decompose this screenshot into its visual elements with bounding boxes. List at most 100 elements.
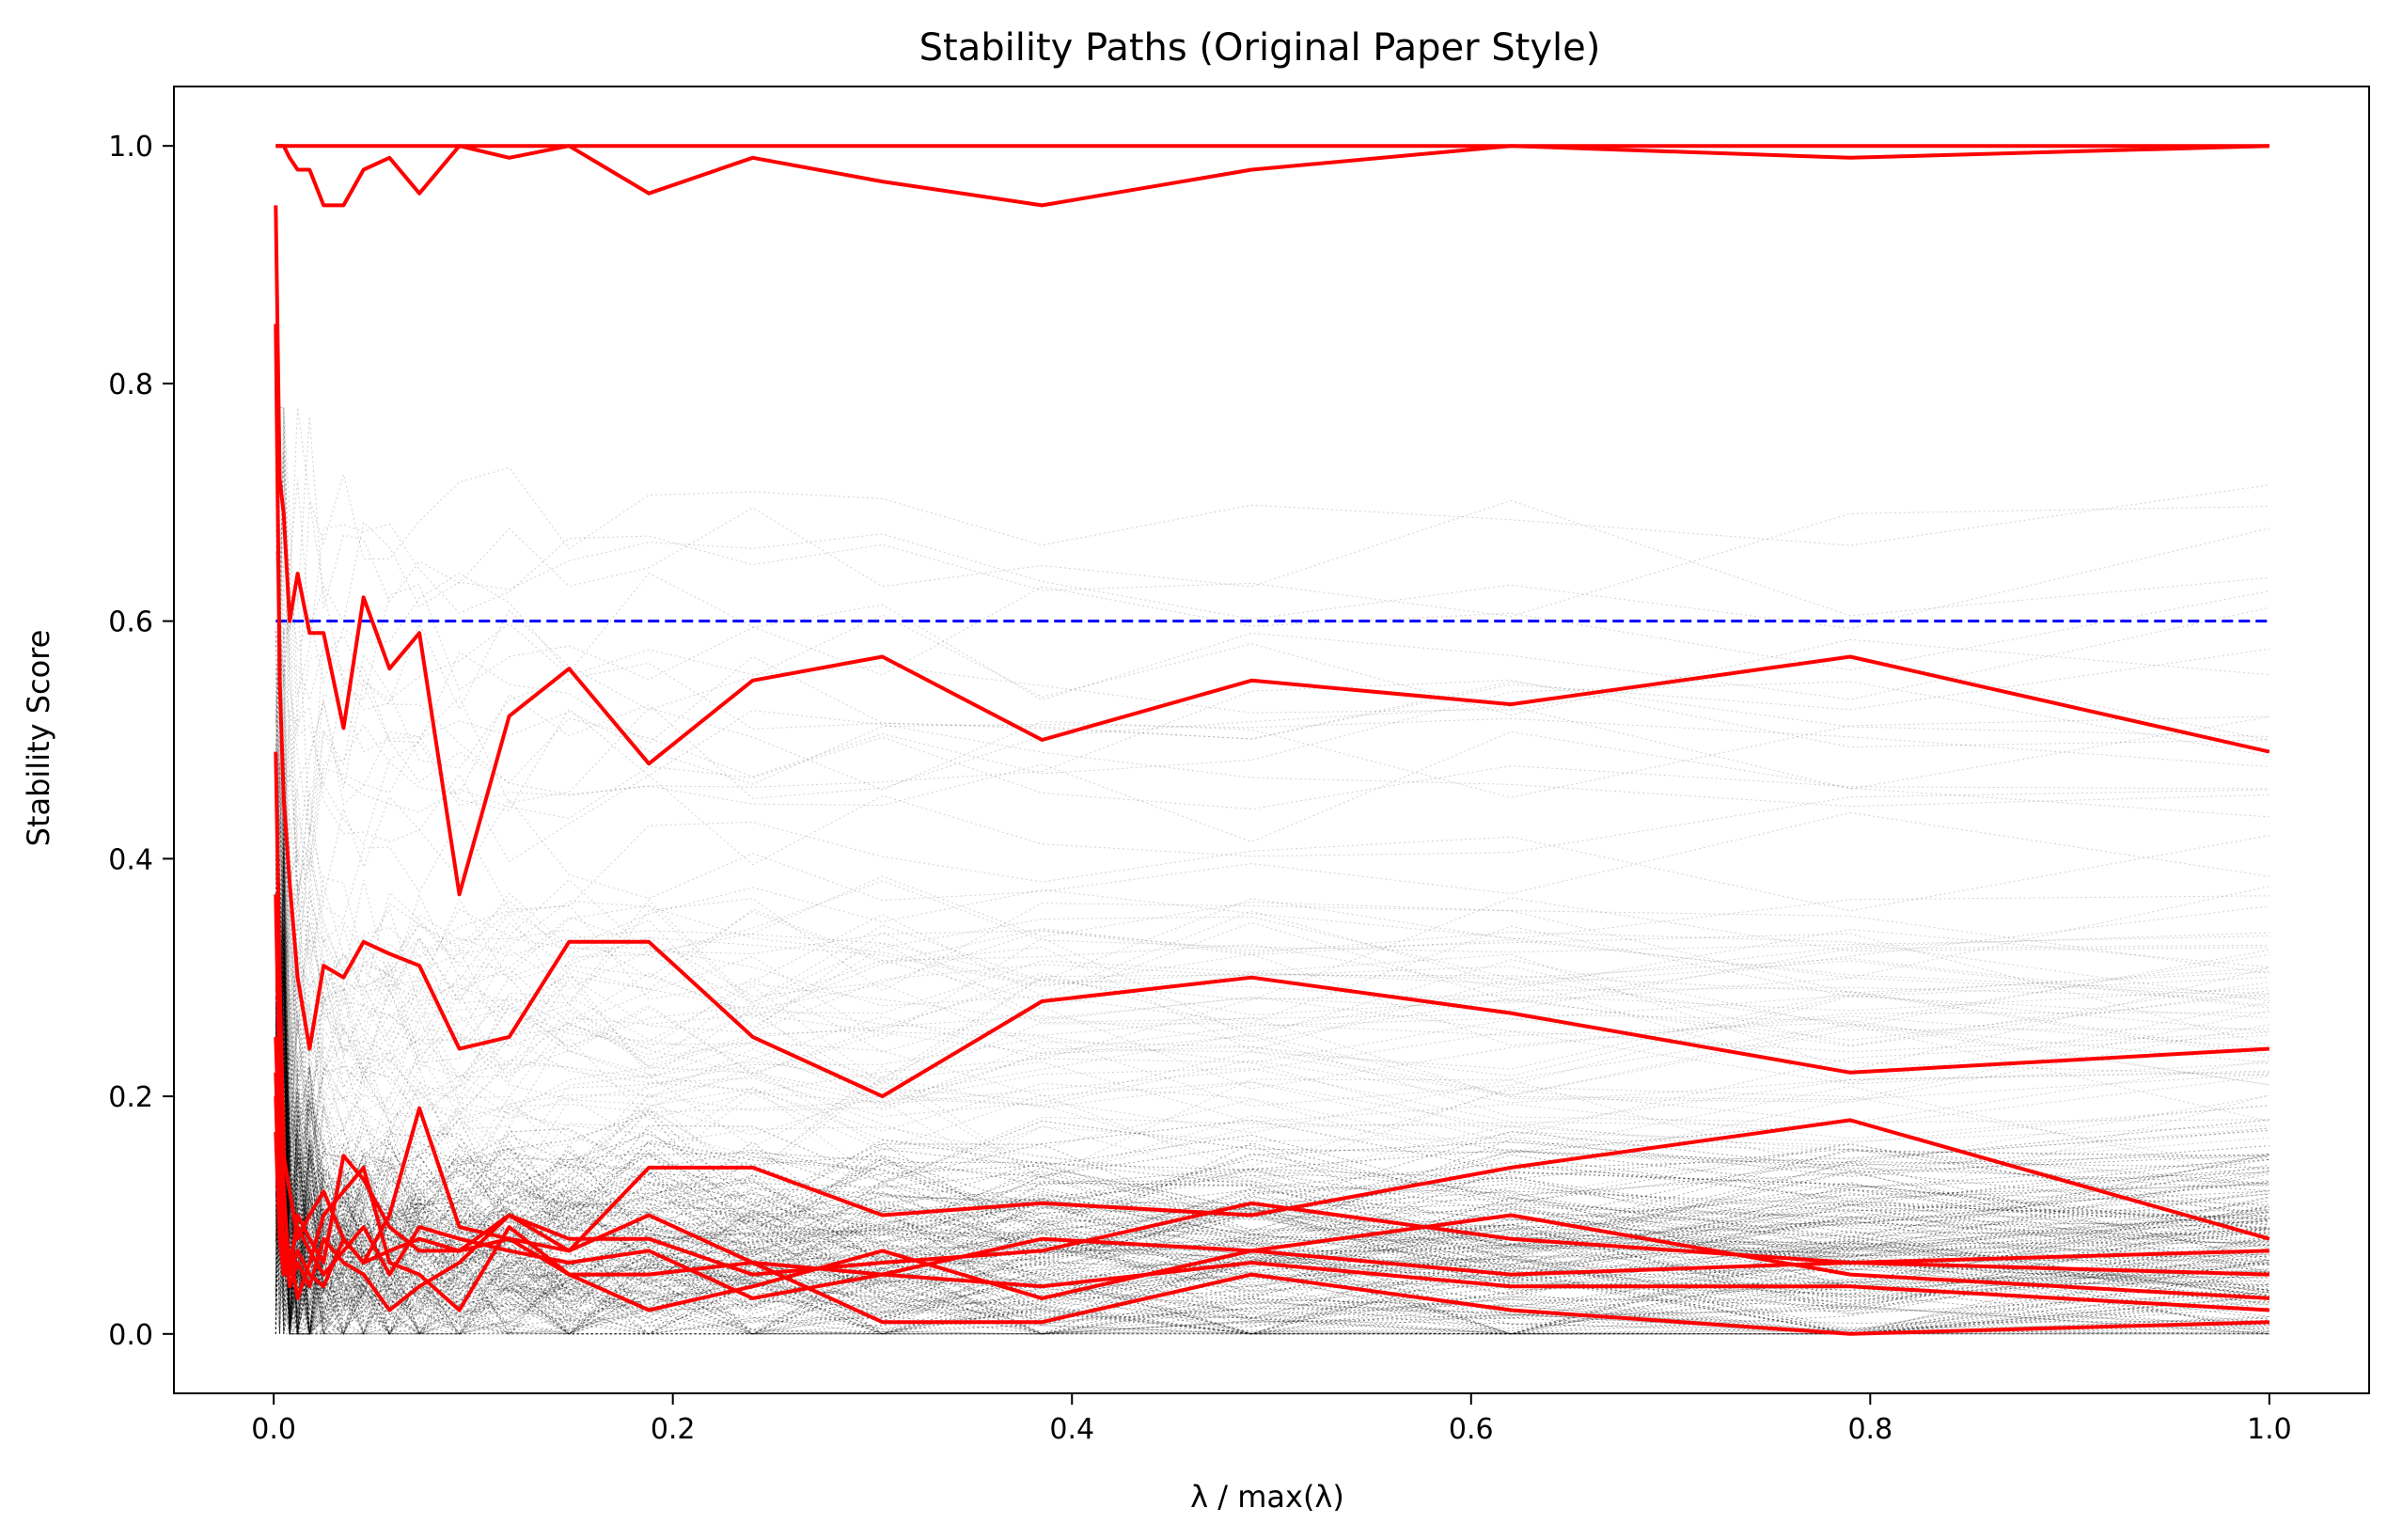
background-path xyxy=(275,1117,2269,1335)
y-tick-label: 0.2 xyxy=(108,1081,153,1114)
background-path xyxy=(275,1045,2269,1335)
background-path xyxy=(275,861,2269,1187)
background-path xyxy=(275,1096,2269,1334)
background-path xyxy=(275,406,2269,630)
background-path xyxy=(275,407,2270,782)
background-path xyxy=(275,942,2269,1335)
background-path xyxy=(275,926,2269,1335)
background-path xyxy=(275,957,2270,1334)
background-path xyxy=(275,1093,2269,1335)
selected-path-5 xyxy=(274,751,2270,1265)
background-paths xyxy=(275,406,2270,1336)
background-path xyxy=(275,1122,2269,1335)
background-path xyxy=(275,932,2269,1303)
background-path xyxy=(275,631,2269,1083)
selected-path-4 xyxy=(274,323,2270,1099)
background-path xyxy=(275,977,2269,1334)
background-path xyxy=(275,763,2269,1177)
background-path xyxy=(275,918,2269,1282)
background-path xyxy=(275,998,2269,1329)
background-path xyxy=(275,801,2269,1085)
background-path xyxy=(275,603,2269,867)
background-path xyxy=(275,433,2269,850)
background-path xyxy=(275,865,2269,1251)
background-path xyxy=(275,948,2269,1319)
background-path xyxy=(275,406,2269,590)
background-path xyxy=(275,1012,2269,1335)
background-path xyxy=(275,925,2269,1330)
y-tick-label: 0.8 xyxy=(108,369,153,401)
background-path xyxy=(275,522,2269,891)
selected-path-10 xyxy=(274,1072,2269,1336)
selected-path-2 xyxy=(275,144,2269,208)
background-path xyxy=(275,744,2269,1162)
background-path xyxy=(275,915,2269,1334)
background-path xyxy=(275,1177,2269,1335)
background-path xyxy=(275,639,2269,1002)
background-path xyxy=(275,766,2269,1056)
background-path xyxy=(275,1092,2270,1248)
background-path xyxy=(275,701,2269,1147)
background-path xyxy=(275,653,2270,1073)
background-path xyxy=(275,855,2269,1320)
background-path xyxy=(275,821,2269,1206)
background-path xyxy=(275,467,2269,837)
background-path xyxy=(275,953,2269,1334)
background-path xyxy=(275,708,2269,1065)
background-path xyxy=(275,1128,2269,1268)
background-path xyxy=(275,809,2269,1097)
background-path xyxy=(275,925,2269,1334)
x-tick-label: 0.4 xyxy=(1049,1413,1094,1446)
background-path xyxy=(275,1083,2269,1334)
background-path xyxy=(275,450,2269,895)
background-path xyxy=(275,1056,2269,1246)
x-tick-label: 0.2 xyxy=(651,1413,696,1446)
background-path xyxy=(275,837,2269,1186)
background-path xyxy=(275,934,2269,1324)
background-path xyxy=(275,866,2269,1335)
background-path xyxy=(275,946,2270,1335)
background-path xyxy=(275,1060,2269,1312)
background-path xyxy=(275,887,2269,1334)
background-path xyxy=(275,1022,2269,1334)
background-path xyxy=(275,896,2269,1219)
background-path xyxy=(275,950,2270,1335)
background-path xyxy=(275,1091,2269,1336)
background-path xyxy=(275,742,2269,1114)
background-path xyxy=(275,853,2270,1334)
background-path xyxy=(275,631,2270,1052)
background-path xyxy=(275,1001,2269,1334)
background-path xyxy=(275,820,2269,1067)
background-path xyxy=(275,795,2269,1180)
background-path xyxy=(275,1080,2269,1335)
background-path xyxy=(275,1018,2269,1322)
background-path xyxy=(275,1051,2269,1307)
axis-ticks: 0.0 0.2 0.4 0.6 0.8 1.0 0.0 0.2 0.4 0.6 0.8 1.0 xyxy=(108,131,2291,1446)
background-path xyxy=(275,407,2269,716)
background-path xyxy=(275,620,2269,866)
background-path xyxy=(275,1019,2269,1311)
background-path xyxy=(275,998,2269,1336)
x-tick-label: 0.6 xyxy=(1449,1413,1494,1446)
background-path xyxy=(275,1158,2269,1335)
background-path xyxy=(275,996,2269,1334)
selected-path-3 xyxy=(274,205,2270,897)
background-path xyxy=(275,684,2269,1002)
background-path xyxy=(275,794,2269,1007)
background-path xyxy=(275,900,2269,1291)
background-path xyxy=(275,1017,2269,1335)
background-path xyxy=(275,1011,2269,1294)
y-tick-label: 1.0 xyxy=(108,131,153,164)
background-path xyxy=(275,953,2269,1335)
background-path xyxy=(275,940,2269,1324)
background-path xyxy=(275,1032,2269,1257)
background-path xyxy=(275,407,2269,696)
background-path xyxy=(275,841,2270,1256)
background-path xyxy=(275,938,2269,1335)
background-path xyxy=(275,846,2269,1335)
selected-path-9 xyxy=(274,1131,2270,1312)
chart-title: Stability Paths (Original Paper Style) xyxy=(919,26,1601,70)
background-path xyxy=(275,904,2269,1164)
background-path xyxy=(275,794,2269,1247)
background-path xyxy=(275,1108,2269,1334)
